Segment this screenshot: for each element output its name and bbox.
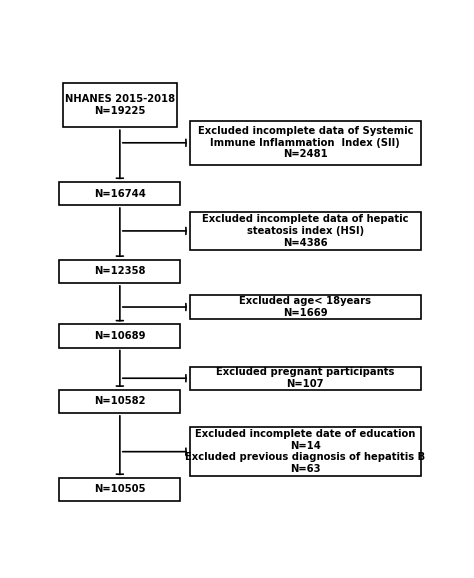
FancyBboxPatch shape xyxy=(59,390,181,413)
Text: Excluded incomplete data of Systemic
Immune Inflammation  Index (SII)
N=2481: Excluded incomplete data of Systemic Imm… xyxy=(198,126,413,160)
Text: N=10505: N=10505 xyxy=(94,484,146,495)
Text: N=16744: N=16744 xyxy=(94,188,146,198)
FancyBboxPatch shape xyxy=(59,182,181,205)
Text: Excluded age< 18years
N=1669: Excluded age< 18years N=1669 xyxy=(239,296,371,318)
FancyBboxPatch shape xyxy=(190,121,421,165)
FancyBboxPatch shape xyxy=(59,478,181,501)
Text: Excluded pregnant participants
N=107: Excluded pregnant participants N=107 xyxy=(216,368,394,389)
Text: N=10582: N=10582 xyxy=(94,397,146,406)
FancyBboxPatch shape xyxy=(190,427,421,476)
Text: Excluded incomplete date of education
N=14
Excluded previous diagnosis of hepati: Excluded incomplete date of education N=… xyxy=(185,429,426,474)
FancyBboxPatch shape xyxy=(190,212,421,250)
Text: N=12358: N=12358 xyxy=(94,266,146,276)
Text: N=10689: N=10689 xyxy=(94,331,146,341)
FancyBboxPatch shape xyxy=(63,83,177,127)
FancyBboxPatch shape xyxy=(59,324,181,347)
FancyBboxPatch shape xyxy=(190,366,421,390)
FancyBboxPatch shape xyxy=(59,260,181,283)
FancyBboxPatch shape xyxy=(190,295,421,318)
Text: Excluded incomplete data of hepatic
steatosis index (HSI)
N=4386: Excluded incomplete data of hepatic stea… xyxy=(202,214,409,247)
Text: NHANES 2015-2018
N=19225: NHANES 2015-2018 N=19225 xyxy=(65,94,175,116)
